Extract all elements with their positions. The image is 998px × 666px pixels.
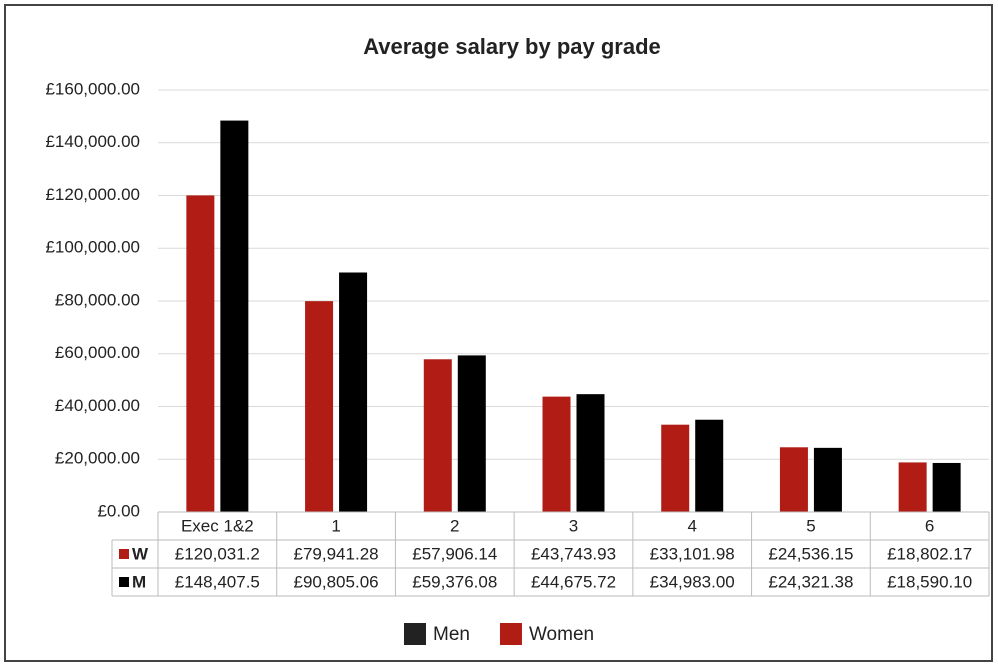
legend-label: Women (529, 624, 594, 645)
x-tick-label: 5 (806, 516, 815, 535)
bar (186, 195, 215, 512)
bar (542, 396, 571, 512)
bar (695, 419, 724, 512)
bar (932, 462, 961, 512)
table-value: £90,805.06 (294, 572, 379, 591)
legend-key (499, 623, 522, 645)
x-tick-label: 3 (569, 516, 578, 535)
bar (576, 394, 605, 512)
table-value: £34,983.00 (650, 572, 735, 591)
table-value: £24,321.38 (768, 572, 853, 591)
bar (661, 424, 690, 512)
table-value: £24,536.15 (768, 544, 853, 563)
y-tick-label: £100,000.00 (45, 238, 140, 257)
x-tick-label: 2 (450, 516, 459, 535)
x-tick-label: 1 (331, 516, 340, 535)
table-row-label: W (132, 544, 149, 563)
y-tick-label: £0.00 (97, 501, 140, 520)
y-tick-label: £60,000.00 (55, 343, 140, 362)
table-value: £79,941.28 (294, 544, 379, 563)
table-value: £57,906.14 (412, 544, 497, 563)
table-value: £18,802.17 (887, 544, 972, 563)
table-value: £148,407.5 (175, 572, 260, 591)
bar (779, 447, 808, 512)
y-tick-label: £80,000.00 (55, 290, 140, 309)
legend-label: Men (433, 624, 470, 645)
legend-key (404, 623, 426, 645)
table-row-label: M (132, 572, 146, 591)
table-value: £44,675.72 (531, 572, 616, 591)
y-tick-label: £140,000.00 (45, 132, 140, 151)
bar (220, 120, 249, 512)
x-tick-label: 6 (925, 516, 934, 535)
bar (339, 272, 368, 512)
table-value: £120,031.2 (175, 544, 260, 563)
y-tick-label: £20,000.00 (55, 449, 140, 468)
table-legend-key (119, 577, 129, 587)
table-value: £59,376.08 (412, 572, 497, 591)
bar (423, 359, 452, 512)
bar (898, 462, 927, 512)
table-value: £33,101.98 (650, 544, 735, 563)
y-tick-label: £120,000.00 (45, 185, 140, 204)
bar (457, 355, 486, 512)
bar (813, 447, 842, 512)
y-tick-label: £160,000.00 (45, 79, 140, 98)
table-legend-key (119, 549, 129, 559)
x-tick-label: Exec 1&2 (181, 516, 254, 535)
table-value: £43,743.93 (531, 544, 616, 563)
table-value: £18,590.10 (887, 572, 972, 591)
y-tick-label: £40,000.00 (55, 396, 140, 415)
x-tick-label: 4 (687, 516, 696, 535)
bar (305, 301, 334, 512)
chart-border (4, 4, 993, 662)
chart-title: Average salary by pay grade (363, 34, 661, 59)
